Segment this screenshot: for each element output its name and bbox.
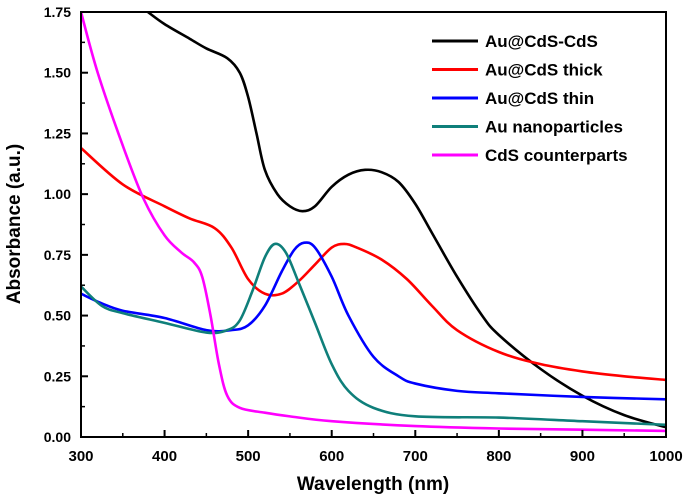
x-axis: 300 400 500 600 700 800 900 1000 bbox=[68, 430, 683, 465]
x-tick-label: 900 bbox=[570, 448, 595, 465]
legend: Au@CdS-CdS Au@CdS thick Au@CdS thin Au nano… bbox=[432, 32, 628, 165]
y-tick-label: 1.75 bbox=[44, 4, 71, 20]
y-tick-label: 1.50 bbox=[44, 65, 71, 81]
legend-label: Au@CdS thick bbox=[485, 61, 603, 80]
series-line-0 bbox=[147, 12, 666, 429]
legend-label: CdS counterparts bbox=[485, 146, 628, 165]
x-tick-label: 600 bbox=[319, 448, 344, 465]
y-tick-label: 0.75 bbox=[44, 247, 71, 263]
y-tick-label: 0.25 bbox=[44, 368, 71, 384]
legend-label: Au@CdS-CdS bbox=[485, 32, 598, 51]
y-tick-label: 0.50 bbox=[44, 308, 71, 324]
x-tick-label: 300 bbox=[68, 448, 93, 465]
y-tick-label: 0.00 bbox=[44, 429, 71, 445]
series-line-4 bbox=[81, 12, 666, 433]
legend-label: Au nanoparticles bbox=[485, 118, 623, 137]
y-axis: 0.00 0.25 0.50 0.75 1.00 1.25 1.50 1.75 bbox=[44, 4, 88, 445]
x-tick-label: 1000 bbox=[649, 448, 682, 465]
series-line-2 bbox=[81, 241, 666, 401]
x-tick-label: 500 bbox=[236, 448, 261, 465]
y-tick-label: 1.25 bbox=[44, 125, 71, 141]
series-line-1 bbox=[81, 147, 666, 382]
x-tick-label: 800 bbox=[486, 448, 511, 465]
x-tick-label: 400 bbox=[152, 448, 177, 465]
series-line-3 bbox=[81, 242, 666, 427]
y-axis-label: Absorbance (a.u.) bbox=[4, 144, 25, 304]
y-tick-label: 1.00 bbox=[44, 186, 71, 202]
x-axis-label: Wavelength (nm) bbox=[297, 474, 449, 495]
legend-label: Au@CdS thin bbox=[485, 89, 594, 108]
x-tick-label: 700 bbox=[403, 448, 428, 465]
series-layer bbox=[81, 12, 666, 433]
